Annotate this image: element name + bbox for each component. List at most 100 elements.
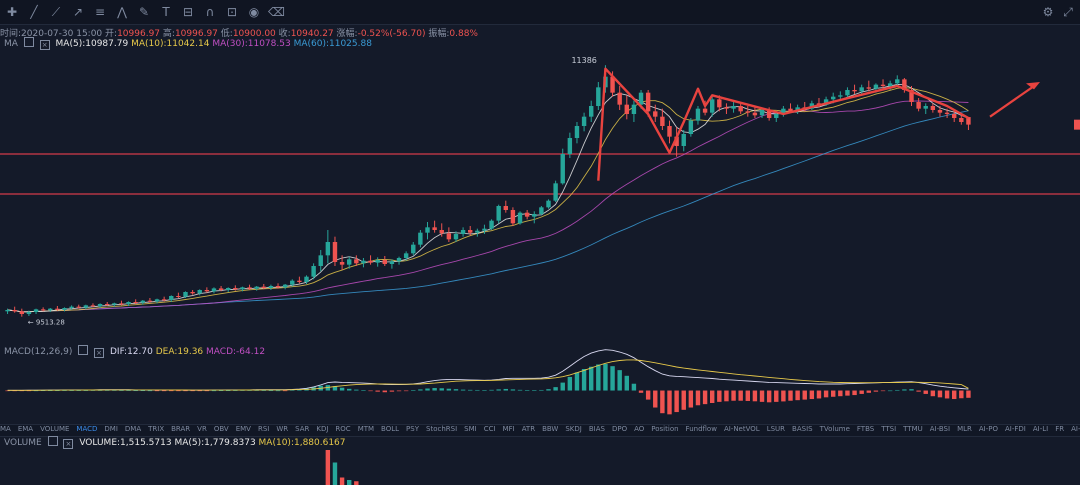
indicator-tab[interactable]: DPO [611,425,628,433]
eye-tool-icon[interactable]: ◉ [248,5,260,19]
ruler-tool-icon[interactable]: ⊟ [182,5,194,19]
macd-bar [290,389,295,391]
candle-body [460,230,466,234]
candle-body [382,260,388,264]
indicator-tab[interactable]: MFI [502,425,515,433]
indicator-tab[interactable]: SMI [464,425,477,433]
indicator-tab[interactable]: SAR [295,425,310,433]
close-icon[interactable]: × [94,348,105,358]
fib-tool-icon[interactable]: ≡ [94,5,106,19]
magnet-tool-icon[interactable]: ∩ [205,5,215,19]
pattern-tool-icon[interactable]: ⋀ [117,5,127,19]
amplitude-label: 振幅: [428,29,450,39]
indicator-tab[interactable]: AI-PO [978,425,998,433]
macd-bar [254,390,259,391]
indicator-tab[interactable]: TRIX [148,425,165,433]
indicator-tab[interactable]: AI-LI [1032,425,1049,433]
indicator-tab[interactable]: AI-NetVOL [723,425,760,433]
brush-tool-icon[interactable]: ✎ [138,5,150,19]
ray-tool-icon[interactable]: ⟋ [51,5,61,19]
candle-body [660,116,665,126]
macd-bar [681,390,686,410]
candle-body [225,288,231,290]
volume-bar [325,450,331,485]
macd-value: MACD:-64.12 [206,347,266,357]
candle-body [596,87,601,106]
settings-icon[interactable]: ⚙ [1042,5,1054,19]
indicator-tab[interactable]: BRAR [171,425,191,433]
indicator-tab[interactable]: LSUR [766,425,786,433]
candle-body [26,312,32,314]
candle-body [396,258,402,262]
macd-bar [631,383,637,391]
indicator-tab[interactable]: ROC [335,425,351,433]
indicator-tab[interactable]: OBV [213,425,229,433]
indicator-tab[interactable]: AI-BSI [929,425,951,433]
trend-tool-icon[interactable]: ↗ [72,5,84,19]
close-icon[interactable]: × [39,40,50,50]
indicator-tab[interactable]: FR [1055,425,1065,433]
candle-body [524,212,530,217]
indicator-tab[interactable]: WR [276,425,289,433]
fullscreen-icon[interactable]: ⤢ [1063,5,1073,19]
candle-body [432,227,437,230]
indicator-tab[interactable]: ATR [521,425,536,433]
indicator-tab[interactable]: MLR [957,425,972,433]
close-icon[interactable]: × [63,439,74,449]
indicator-tab[interactable]: StochRSI [426,425,458,433]
indicator-tab[interactable]: VR [197,425,207,433]
indicator-tab[interactable]: MTM [357,425,375,433]
line-tool-icon[interactable]: ╱ [30,5,38,19]
indicator-tab[interactable]: Fundflow [685,425,717,433]
indicator-tab[interactable]: KDJ [316,425,329,433]
candle-body [211,288,217,292]
macd-bar [610,366,615,391]
indicator-tab[interactable]: AO [634,425,645,433]
macd-bar [766,390,772,403]
candle-body [354,259,359,264]
indicator-tab[interactable]: MACD [76,425,98,433]
indicator-tab[interactable]: DMI [104,425,118,433]
eye-toggle-icon[interactable] [47,436,58,446]
close-value: 10940.27 [290,29,334,39]
indicator-tab[interactable]: AI-BST [1071,425,1080,433]
indicator-tab[interactable]: BIAS [588,425,605,433]
text-tool-icon[interactable]: T [162,5,170,19]
indicator-tab[interactable]: CCI [483,425,496,433]
ma5-line [7,83,969,313]
indicator-tab[interactable]: TVolume [819,425,850,433]
eye-toggle-icon[interactable] [78,345,89,355]
eye-toggle-icon[interactable] [23,37,34,47]
macd-bar [26,390,32,392]
macd-bar [282,390,288,392]
indicator-tab[interactable]: BBW [542,425,559,433]
lock-tool-icon[interactable]: ⊡ [226,5,238,19]
candle-body [709,99,715,113]
indicator-tab[interactable]: VOLUME [40,425,70,433]
indicator-tab[interactable]: TTSI [881,425,897,433]
macd-bar [69,390,74,391]
macd-bar [916,390,921,392]
indicator-tab[interactable]: DMA [124,425,142,433]
macd-bar [346,388,352,391]
indicator-tab[interactable]: RSI [257,425,270,433]
crosshair-icon[interactable]: ✚ [6,5,18,19]
indicator-tab[interactable]: EMA [17,425,34,433]
indicator-tab[interactable]: Position [651,425,679,433]
indicator-tab[interactable]: AI-FDI [1005,425,1026,433]
indicator-tab[interactable]: BOLL [381,425,400,433]
indicator-tab[interactable]: BASIS [792,425,813,433]
indicator-tab[interactable]: MA [0,425,11,433]
indicator-tab[interactable]: PSY [406,425,419,433]
macd-bar [460,389,466,391]
candle-body [332,242,338,262]
indicator-tab[interactable]: SKDJ [565,425,582,433]
indicator-tab[interactable]: FTBS [856,425,875,433]
delete-tool-icon[interactable]: ⌫ [268,5,285,19]
indicator-tab[interactable]: TTMU [903,425,923,433]
macd-bar [788,390,793,401]
macd-bar [161,390,167,392]
volume-bar [346,480,352,485]
indicator-tab[interactable]: EMV [235,425,251,433]
